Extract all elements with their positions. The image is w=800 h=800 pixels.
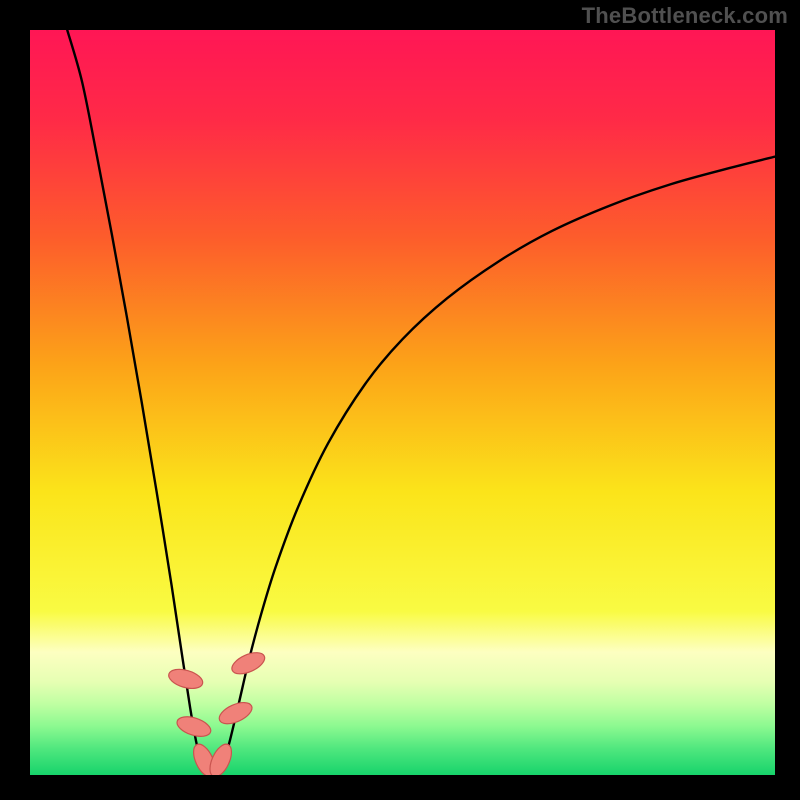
watermark-text: TheBottleneck.com	[582, 3, 788, 29]
chart-svg	[0, 0, 800, 800]
chart-stage: TheBottleneck.com	[0, 0, 800, 800]
